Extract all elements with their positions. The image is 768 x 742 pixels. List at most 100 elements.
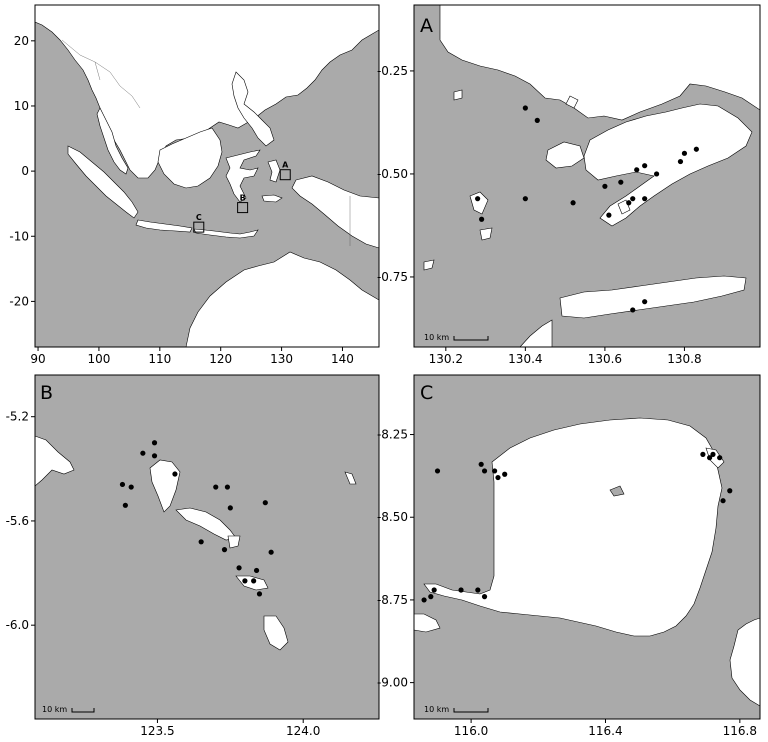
- panel-b-sites: [119, 440, 274, 597]
- sampling-site: [534, 117, 540, 123]
- sampling-site: [677, 158, 684, 165]
- sampling-site: [642, 196, 648, 202]
- x-tick-label: 130.8: [667, 352, 701, 366]
- x-tick-label: 116.4: [588, 724, 622, 738]
- x-tick-label: 100: [87, 352, 110, 366]
- panel-b-scale-label: 10 km: [42, 705, 67, 714]
- panel-a-x-axis: 130.2 130.4 130.6 130.8: [429, 347, 702, 366]
- sampling-site: [570, 200, 576, 206]
- sampling-site: [681, 150, 688, 156]
- y-tick-label: -8.50: [377, 510, 408, 524]
- sampling-site: [479, 216, 485, 222]
- sampling-site: [198, 539, 204, 545]
- x-tick-label: 116.0: [454, 724, 488, 738]
- y-tick-label: -8.75: [377, 593, 408, 607]
- sampling-site: [522, 196, 528, 202]
- x-tick-label: 130: [270, 352, 293, 366]
- inset-box-label: B: [240, 194, 246, 203]
- sampling-site: [421, 597, 427, 603]
- sampling-site: [522, 105, 528, 111]
- x-tick-label: 120: [209, 352, 232, 366]
- sampling-site: [475, 587, 481, 593]
- sampling-site: [172, 471, 178, 477]
- panel-a-map: A 130.2 130.4 130.6 130.8 -0.25 -0.50 -0.75 1…: [377, 4, 761, 366]
- sampling-site: [618, 179, 624, 185]
- inset-box-b: [237, 202, 249, 214]
- sampling-site: [122, 502, 128, 508]
- panel-a-label: A: [420, 15, 433, 37]
- sampling-site: [128, 484, 134, 490]
- sampling-site: [602, 183, 608, 189]
- sampling-site: [475, 196, 481, 202]
- sampling-site: [478, 461, 484, 467]
- x-tick-label: 123.5: [140, 724, 174, 738]
- y-tick-label: -5.2: [6, 410, 29, 424]
- sampling-site: [481, 468, 488, 474]
- y-tick-label: -9.00: [377, 676, 408, 690]
- sampling-site: [606, 212, 612, 218]
- sampling-site: [256, 591, 263, 597]
- sampling-site: [626, 200, 632, 206]
- overview-y-axis: 20 10 0 -10 -20: [9, 34, 35, 308]
- y-tick-label: 20: [14, 34, 29, 48]
- sampling-site: [707, 455, 713, 461]
- y-tick-label: -6.0: [6, 618, 29, 632]
- sampling-site: [253, 567, 260, 574]
- panel-c-map: C 116.0 116.4 116.8 -8.25 -8.50 -8.75 -9.00 1…: [377, 374, 761, 738]
- sampling-site: [268, 549, 274, 555]
- panel-b-label: B: [40, 382, 53, 404]
- sampling-site: [251, 578, 257, 584]
- x-tick-label: 130.2: [429, 352, 463, 366]
- sampling-site: [717, 455, 723, 461]
- panel-a-y-axis: -0.25 -0.50 -0.75: [377, 64, 414, 284]
- sampling-site: [630, 196, 636, 202]
- sampling-site: [262, 500, 268, 506]
- sampling-site: [151, 440, 158, 446]
- sampling-site: [492, 468, 498, 474]
- x-tick-label: 140: [331, 352, 354, 366]
- inset-box-label: A: [282, 161, 289, 170]
- sampling-site: [236, 565, 242, 571]
- y-tick-label: -8.25: [377, 428, 408, 442]
- sampling-site: [634, 167, 640, 173]
- panel-c-label: C: [420, 382, 433, 404]
- y-tick-label: 0: [21, 164, 29, 178]
- y-tick-label: -10: [9, 229, 29, 243]
- panel-c-y-axis: -8.25 -8.50 -8.75 -9.00: [377, 428, 414, 690]
- sampling-site: [151, 453, 158, 459]
- x-tick-label: 116.8: [723, 724, 757, 738]
- panel-a-sites: [475, 105, 699, 313]
- y-tick-label: -0.75: [377, 270, 408, 284]
- sampling-site: [224, 484, 231, 490]
- sampling-site: [242, 578, 248, 584]
- sampling-site: [481, 594, 488, 600]
- x-tick-label: 110: [148, 352, 171, 366]
- sampling-site: [502, 471, 508, 477]
- sampling-site: [630, 307, 636, 313]
- y-tick-label: -0.50: [377, 167, 408, 181]
- x-tick-label: 130.4: [508, 352, 542, 366]
- panel-b-x-axis: 123.5 124.0: [140, 719, 320, 738]
- y-tick-label: 10: [14, 99, 29, 113]
- panel-c-sites: [421, 451, 733, 603]
- sampling-site: [227, 505, 233, 511]
- inset-box-c: [193, 221, 205, 233]
- sampling-site: [213, 484, 219, 490]
- y-tick-label: -5.6: [6, 514, 29, 528]
- sampling-site: [720, 498, 726, 504]
- sampling-site: [221, 547, 228, 553]
- panel-b-map: B 123.5 124.0 -5.2 -5.6 -6.0 10 km: [6, 374, 380, 738]
- panel-c-scale-label: 10 km: [424, 705, 449, 714]
- sampling-site: [653, 171, 660, 177]
- sampling-site: [700, 451, 706, 457]
- panel-a-scale-bar: 10 km: [424, 333, 489, 342]
- inset-box-label: C: [196, 213, 202, 222]
- panel-b-y-axis: -5.2 -5.6 -6.0: [6, 410, 35, 632]
- overview-x-axis: 90 100 110 120 130 140: [30, 347, 354, 366]
- panel-c-scale-bar: 10 km: [424, 705, 489, 714]
- sampling-site: [434, 468, 441, 474]
- sampling-site: [727, 488, 733, 494]
- x-tick-label: 124.0: [286, 724, 320, 738]
